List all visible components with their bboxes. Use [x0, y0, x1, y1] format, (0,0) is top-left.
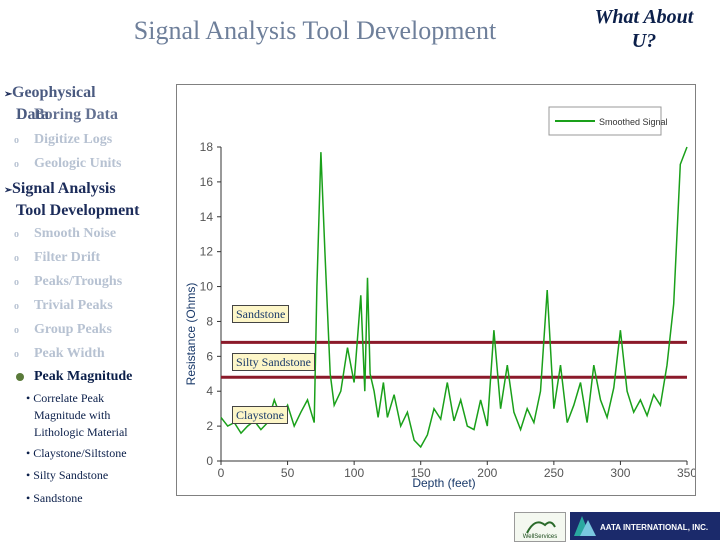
sub-item-label: Peak Width: [34, 346, 105, 361]
bullet-icon: o: [14, 301, 19, 312]
corner-title-line2: U?: [631, 30, 657, 52]
y-tick-label: 14: [200, 210, 214, 224]
resistance-chart: 0 2 4 6 8 10 12 14 16 18 0 50 100 150 200 250 300 350 Dept…: [176, 84, 697, 496]
detail-claystone: • Claystone/Siltstone: [26, 446, 127, 460]
bullet-icon: o: [14, 135, 19, 146]
x-tick-label: 150: [411, 466, 431, 480]
x-tick-label: 0: [218, 466, 225, 480]
x-axis-label: Depth (feet): [412, 476, 475, 490]
menu-item-geophysical-line2: Data: [16, 106, 49, 123]
wellservices-logo-text: WellServices: [523, 534, 558, 540]
bullet-icon: o: [14, 349, 19, 360]
menu-item-geologic-units-label: Geologic Units: [34, 156, 122, 171]
menu-item-signal-analysis-label: Signal Analysis: [12, 180, 116, 197]
aata-logo: AATA INTERNATIONAL, INC.: [570, 512, 720, 540]
menu-item-geophysical-label: Geophysical: [12, 84, 96, 101]
x-tick-label: 300: [610, 466, 630, 480]
sub-item[interactable]: o Smooth Noise: [14, 226, 116, 242]
slide-title: Signal Analysis Tool Development: [133, 16, 497, 45]
sub-item[interactable]: o Peaks/Troughs: [14, 274, 122, 290]
zone-label-claystone: Claystone: [232, 406, 288, 424]
sub-item-label: Peaks/Troughs: [34, 274, 123, 289]
detail-correlate-line2: Magnitude with: [34, 408, 111, 422]
arrow-icon: ➢: [4, 89, 13, 100]
sub-item[interactable]: o Filter Drift: [14, 250, 100, 266]
zone-label-silty-sandstone: Silty Sandstone: [232, 353, 316, 371]
aata-mark-icon: AATA INTERNATIONAL, INC.: [574, 516, 708, 536]
sub-item-label: Trivial Peaks: [34, 298, 113, 313]
y-tick-label: 10: [200, 280, 214, 294]
menu-item-signal-analysis[interactable]: ➢Signal Analysis: [4, 180, 116, 198]
wellservices-logo: WellServices: [514, 512, 566, 542]
bullet-icon: o: [14, 229, 19, 240]
legend-label: Smoothed Signal: [599, 117, 668, 127]
y-tick-label: 0: [206, 454, 213, 468]
menu-item-geophysical[interactable]: ➢Geophysical: [4, 84, 96, 102]
y-tick-label: 6: [206, 349, 213, 363]
sub-item[interactable]: o Peak Width: [14, 346, 105, 362]
y-tick-label: 2: [206, 419, 213, 433]
bullet-icon: o: [14, 159, 19, 170]
wellservices-mark-icon: WellServices: [523, 521, 558, 540]
signal-line: [220, 146, 688, 449]
corner-title: What About U?: [574, 5, 714, 53]
sub-item-label: Smooth Noise: [34, 226, 117, 241]
aata-logo-text: AATA INTERNATIONAL, INC.: [600, 523, 708, 532]
zone-label-sandstone: Sandstone: [232, 305, 290, 323]
bullet-icon: o: [14, 325, 19, 336]
x-tick-label: 50: [281, 466, 295, 480]
sub-item[interactable]: o Group Peaks: [14, 322, 112, 338]
chart-svg: 0 2 4 6 8 10 12 14 16 18 0 50 100 150 200 250 300 350 Dept…: [184, 106, 697, 490]
detail-sandstone: • Sandstone: [26, 491, 83, 505]
dot-bullet-icon: [16, 372, 24, 381]
x-tick-label: 350: [677, 466, 695, 480]
y-tick-label: 4: [206, 384, 213, 398]
detail-correlate-line1: • Correlate Peak: [26, 391, 105, 405]
corner-title-line1: What About: [594, 6, 694, 28]
menu-item-peak-magnitude[interactable]: Peak Magnitude: [16, 369, 132, 385]
outline-menu: ➢Geophysical Data Boring Data o Digitize …: [0, 0, 180, 540]
menu-item-geologic-units[interactable]: o Geologic Units: [14, 156, 122, 172]
sub-item-label: Filter Drift: [34, 250, 101, 265]
bullet-icon: o: [14, 277, 19, 288]
menu-item-signal-analysis-line2: Tool Development: [16, 202, 140, 219]
detail-correlate-line3: Lithologic Material: [34, 425, 128, 439]
sub-item[interactable]: o Trivial Peaks: [14, 298, 113, 314]
y-tick-label: 16: [200, 175, 214, 189]
detail-correlate: • Correlate Peak Magnitude with Litholog…: [26, 390, 128, 441]
bullet-icon: o: [14, 253, 19, 264]
menu-item-peak-magnitude-label: Peak Magnitude: [34, 369, 133, 384]
x-tick-label: 250: [544, 466, 564, 480]
y-axis-label: Resistance (Ohms): [184, 283, 198, 386]
sub-item-label: Group Peaks: [34, 322, 112, 337]
y-tick-label: 18: [200, 140, 214, 154]
x-tick-label: 200: [477, 466, 497, 480]
menu-item-digitize-logs-label: Digitize Logs: [34, 132, 113, 147]
x-tick-label: 100: [344, 466, 364, 480]
arrow-icon: ➢: [4, 185, 13, 196]
y-tick-label: 8: [206, 314, 213, 328]
menu-item-boring-data[interactable]: Boring Data: [34, 106, 118, 123]
menu-item-digitize-logs[interactable]: o Digitize Logs: [14, 132, 112, 148]
y-tick-label: 12: [200, 245, 214, 259]
detail-silty-sandstone: • Silty Sandstone: [26, 468, 109, 482]
